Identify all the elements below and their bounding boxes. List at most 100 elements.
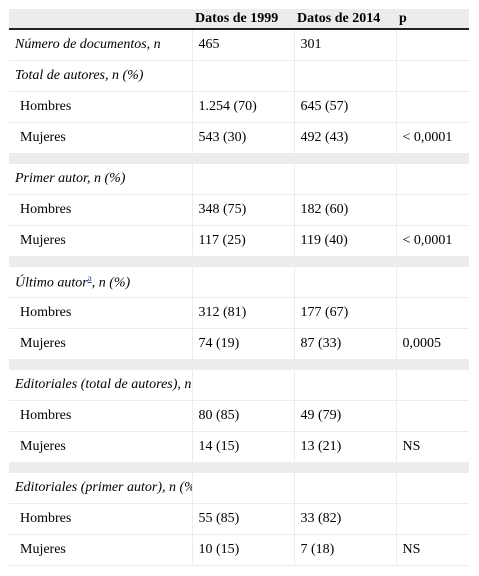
cell-text: Último autor [15,275,88,291]
value-1999: 55 (85) [192,503,295,535]
value-1999: 312 (81) [192,297,295,329]
row-label: Mujeres [9,431,193,463]
value-1999: 543 (30) [192,122,295,154]
value-2014: 119 (40) [294,225,397,257]
spacer-cell [9,256,193,267]
section-row: Editoriales (primer autor), n (%) [9,472,469,504]
value-1999: 80 (85) [192,400,295,432]
spacer-cell [294,462,397,473]
row-label: Mujeres [9,328,193,360]
row-label: Mujeres [9,534,193,566]
cell-text: Mujeres [20,336,66,351]
section-row: Primer autor, n (%) [9,163,469,195]
table-row: Mujeres 10 (15) 7 (18) NS [9,534,469,566]
value-2014 [294,163,397,195]
cell-text: Primer autor, n (%) [15,171,126,186]
spacer-cell [294,153,397,164]
spacer-cell [396,153,469,164]
spacer-row [9,153,469,164]
spacer-cell [192,462,295,473]
value-2014: 33 (82) [294,503,397,535]
spacer-cell [9,359,193,370]
cell-text: Editoriales (total de autores), n (%) [15,377,192,392]
spacer-cell [192,256,295,267]
cell-text: Hombres [20,511,72,526]
spacer-cell [9,462,193,473]
value-1999: 465 [192,29,295,61]
cell-text: Editoriales (primer autor), n (%) [15,480,192,495]
value-1999: 14 (15) [192,431,295,463]
spacer-cell [192,153,295,164]
table-row: Hombres 55 (85) 33 (82) [9,503,469,535]
p-value: NS [396,431,469,463]
value-1999 [192,369,295,401]
spacer-cell [9,153,193,164]
row-label: Hombres [9,91,193,123]
value-1999 [192,472,295,504]
cell-text: Mujeres [20,130,66,145]
spacer-row [9,462,469,473]
p-value [396,91,469,123]
header-cell-1999: Datos de 1999 [192,9,294,30]
p-value [396,472,469,504]
value-1999 [192,266,295,298]
value-2014: 87 (33) [294,328,397,360]
value-1999 [192,163,295,195]
header-row: Datos de 1999 Datos de 2014 p [9,9,469,30]
row-label: Hombres [9,194,193,226]
row-label: Hombres [9,297,193,329]
value-1999: 1.254 (70) [192,91,295,123]
value-2014 [294,472,397,504]
value-2014: 182 (60) [294,194,397,226]
value-2014 [294,60,397,92]
table-row: Mujeres 117 (25) 119 (40) < 0,0001 [9,225,469,257]
spacer-cell [294,256,397,267]
section-label: Editoriales (total de autores), n (%) [9,369,193,401]
cell-text: Total de autores, n (%) [15,68,144,83]
table-row: Mujeres 74 (19) 87 (33) 0,0005 [9,328,469,360]
value-2014: 7 (18) [294,534,397,566]
p-value: 0,0005 [396,328,469,360]
value-2014 [294,266,397,298]
cell-text-suffix: , n (%) [91,275,131,291]
section-row: Editoriales (total de autores), n (%) [9,369,469,401]
data-table: Datos de 1999 Datos de 2014 p Número de … [9,9,469,566]
value-2014: 492 (43) [294,122,397,154]
cell-text: Mujeres [20,439,66,454]
section-label: Total de autores, n (%) [9,60,193,92]
header-cell-2014: Datos de 2014 [294,9,396,30]
table-row: Hombres 312 (81) 177 (67) [9,297,469,329]
value-1999: 348 (75) [192,194,295,226]
cell-text: Mujeres [20,542,66,557]
p-value [396,266,469,298]
section-row: Número de documentos, n 465 301 [9,29,469,61]
spacer-cell [294,359,397,370]
p-value [396,503,469,535]
value-2014: 49 (79) [294,400,397,432]
row-label: Mujeres [9,122,193,154]
p-value [396,369,469,401]
p-value [396,400,469,432]
spacer-cell [396,359,469,370]
section-label: Último autora, n (%) [9,266,193,298]
section-row: Último autora, n (%) [9,266,469,298]
p-value [396,194,469,226]
cell-text: Hombres [20,408,72,423]
p-value [396,163,469,195]
cell-text: Número de documentos, n [15,37,161,52]
value-2014: 645 (57) [294,91,397,123]
table-row: Hombres 348 (75) 182 (60) [9,194,469,226]
header-cell-p: p [396,9,469,30]
p-value: < 0,0001 [396,225,469,257]
table-row: Mujeres 543 (30) 492 (43) < 0,0001 [9,122,469,154]
value-2014: 13 (21) [294,431,397,463]
header-cell-label [9,9,192,30]
table-row: Mujeres 14 (15) 13 (21) NS [9,431,469,463]
value-1999: 74 (19) [192,328,295,360]
p-value [396,297,469,329]
p-value: NS [396,534,469,566]
value-2014: 301 [294,29,397,61]
p-value [396,60,469,92]
footnote-link[interactable]: a [87,272,92,283]
section-row: Total de autores, n (%) [9,60,469,92]
